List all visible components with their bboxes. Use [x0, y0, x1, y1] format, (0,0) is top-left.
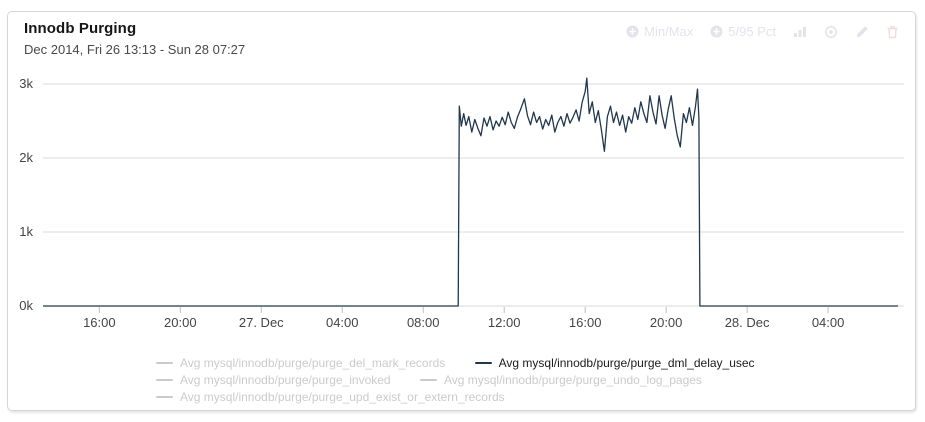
x-axis-label: 20:00: [650, 315, 683, 330]
y-axis-label: 1k: [19, 224, 33, 239]
x-axis-label: 20:00: [164, 315, 197, 330]
legend-swatch: [156, 379, 173, 381]
legend-swatch: [156, 362, 173, 364]
legend-label: Avg mysql/innodb/purge/purge_dml_delay_u…: [498, 356, 755, 370]
legend-label: Avg mysql/innodb/purge/purge_invoked: [180, 373, 391, 387]
circle-dot-icon: [825, 25, 837, 38]
legend-swatch: [419, 379, 437, 381]
min-max-toggle[interactable]: Min/Max: [626, 24, 693, 39]
legend-item-purge-upd-exist-or-extern-records[interactable]: Avg mysql/innodb/purge/purge_upd_exist_o…: [156, 390, 505, 404]
y-axis-label: 2k: [19, 150, 33, 165]
percentile-label: 5/95 Pct: [728, 24, 776, 39]
x-axis-label: 16:00: [83, 315, 116, 330]
time-series-plot[interactable]: 0k 1k 2k 3k 16:00 20:00 27. Dec 04:00 08:00 12:00…: [8, 12, 917, 347]
x-axis-label: 27. Dec: [239, 315, 284, 330]
chart-date-range: Dec 2014, Fri 26 13:13 - Sun 28 07:27: [24, 42, 246, 57]
chart-card: Innodb Purging Dec 2014, Fri 26 13:13 - …: [7, 11, 916, 411]
x-axis-label: 04:00: [812, 315, 845, 330]
series-line: [43, 77, 898, 307]
legend-swatch: [474, 362, 492, 364]
legend-item-purge-del-mark-records[interactable]: Avg mysql/innodb/purge/purge_del_mark_re…: [156, 356, 445, 370]
edit-button[interactable]: [855, 25, 869, 39]
chart-controls: Min/Max 5/95 Pct: [626, 24, 899, 39]
x-axis-label: 08:00: [407, 315, 440, 330]
legend-row: Avg mysql/innodb/purge/purge_invoked Avg…: [156, 370, 781, 387]
chart-header: Innodb Purging Dec 2014, Fri 26 13:13 - …: [24, 20, 245, 57]
y-axis-label: 0k: [19, 298, 33, 313]
x-axis-label: 16:00: [569, 315, 602, 330]
x-axis-label: 28. Dec: [725, 315, 770, 330]
legend-swatch: [156, 396, 173, 398]
plus-circle-icon: [710, 25, 723, 38]
chart-title: Innodb Purging: [24, 20, 137, 37]
percentile-toggle[interactable]: 5/95 Pct: [710, 24, 776, 39]
plus-circle-icon: [626, 25, 639, 38]
legend-item-purge-dml-delay-usec[interactable]: Avg mysql/innodb/purge/purge_dml_delay_u…: [474, 356, 755, 370]
legend-label: Avg mysql/innodb/purge/purge_upd_exist_o…: [180, 390, 505, 404]
y-axis-label: 3k: [19, 76, 33, 91]
x-axis-label: 04:00: [326, 315, 359, 330]
target-button[interactable]: [824, 25, 838, 39]
delete-button[interactable]: [886, 25, 899, 39]
legend: Avg mysql/innodb/purge/purge_del_mark_re…: [156, 353, 781, 404]
histogram-button[interactable]: [793, 25, 807, 38]
legend-label: Avg mysql/innodb/purge/purge_del_mark_re…: [180, 356, 446, 370]
legend-label: Avg mysql/innodb/purge/purge_undo_log_pa…: [443, 373, 702, 387]
legend-row: Avg mysql/innodb/purge/purge_del_mark_re…: [156, 353, 781, 370]
legend-row: Avg mysql/innodb/purge/purge_upd_exist_o…: [156, 387, 781, 404]
legend-item-purge-invoked[interactable]: Avg mysql/innodb/purge/purge_invoked: [156, 373, 391, 387]
bar-chart-icon: [794, 27, 806, 37]
trash-icon: [887, 25, 898, 38]
legend-item-purge-undo-log-pages[interactable]: Avg mysql/innodb/purge/purge_undo_log_pa…: [419, 373, 702, 387]
x-axis-label: 12:00: [488, 315, 521, 330]
pencil-icon: [856, 25, 868, 37]
min-max-label: Min/Max: [644, 24, 694, 39]
